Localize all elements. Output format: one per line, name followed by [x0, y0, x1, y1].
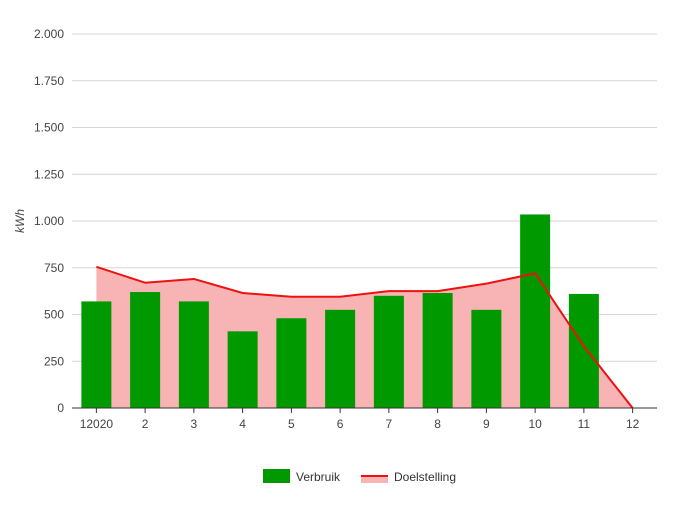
axes — [72, 407, 657, 413]
y-tick-label: 250 — [44, 354, 64, 368]
target-line — [96, 265, 634, 409]
x-tick-label: 8 — [434, 417, 441, 431]
bar-11 — [568, 293, 599, 408]
x-tick-label: 12020 — [80, 417, 114, 431]
x-tick-label: 2 — [142, 417, 149, 431]
bar-12020 — [81, 301, 112, 408]
legend-label-verbruik: Verbruik — [296, 470, 341, 484]
x-tick-label: 10 — [528, 417, 542, 431]
bar-3 — [178, 301, 209, 408]
bar-9 — [471, 309, 502, 408]
y-tick-labels: 0 250 500 750 1.000 1.250 1.500 1.750 2.000 — [34, 27, 64, 415]
y-tick-label: 1.750 — [34, 74, 64, 88]
bar-4 — [227, 331, 258, 408]
bar-7 — [373, 295, 404, 408]
y-tick-label: 1.000 — [34, 214, 64, 228]
bar-8 — [422, 292, 453, 408]
x-tick-label: 5 — [288, 417, 295, 431]
legend-label-doelstelling: Doelstelling — [394, 470, 456, 484]
y-tick-label: 2.000 — [34, 27, 64, 41]
bar-10 — [520, 214, 551, 408]
y-axis-title: kWh — [13, 209, 27, 233]
legend-item-verbruik[interactable]: Verbruik — [263, 469, 341, 484]
y-tick-label: 0 — [57, 401, 64, 415]
bars-layer — [81, 214, 599, 408]
bar-2 — [130, 292, 161, 408]
y-tick-label: 1.500 — [34, 121, 64, 135]
x-tick-labels: 12020 2 3 4 5 6 7 8 9 10 11 12 — [80, 417, 640, 431]
legend-item-doelstelling[interactable]: Doelstelling — [361, 470, 456, 484]
target-area — [96, 266, 633, 408]
x-tick-label: 6 — [337, 417, 344, 431]
bar-5 — [276, 318, 307, 408]
x-tick-label: 12 — [626, 417, 640, 431]
target-area-layer — [96, 266, 633, 408]
target-line-layer — [96, 265, 634, 409]
x-tick-label: 11 — [578, 417, 591, 431]
legend-swatch-doelstelling-area — [361, 476, 388, 483]
y-tick-label: 500 — [44, 308, 64, 322]
x-tick-label: 3 — [191, 417, 198, 431]
legend: Verbruik Doelstelling — [263, 469, 456, 484]
x-tick-label: 7 — [386, 417, 393, 431]
x-tick-label: 4 — [239, 417, 246, 431]
y-tick-label: 750 — [44, 261, 64, 275]
legend-swatch-verbruik — [263, 469, 290, 483]
x-tick-label: 9 — [483, 417, 490, 431]
y-tick-label: 1.250 — [34, 167, 64, 181]
bar-6 — [325, 309, 356, 408]
